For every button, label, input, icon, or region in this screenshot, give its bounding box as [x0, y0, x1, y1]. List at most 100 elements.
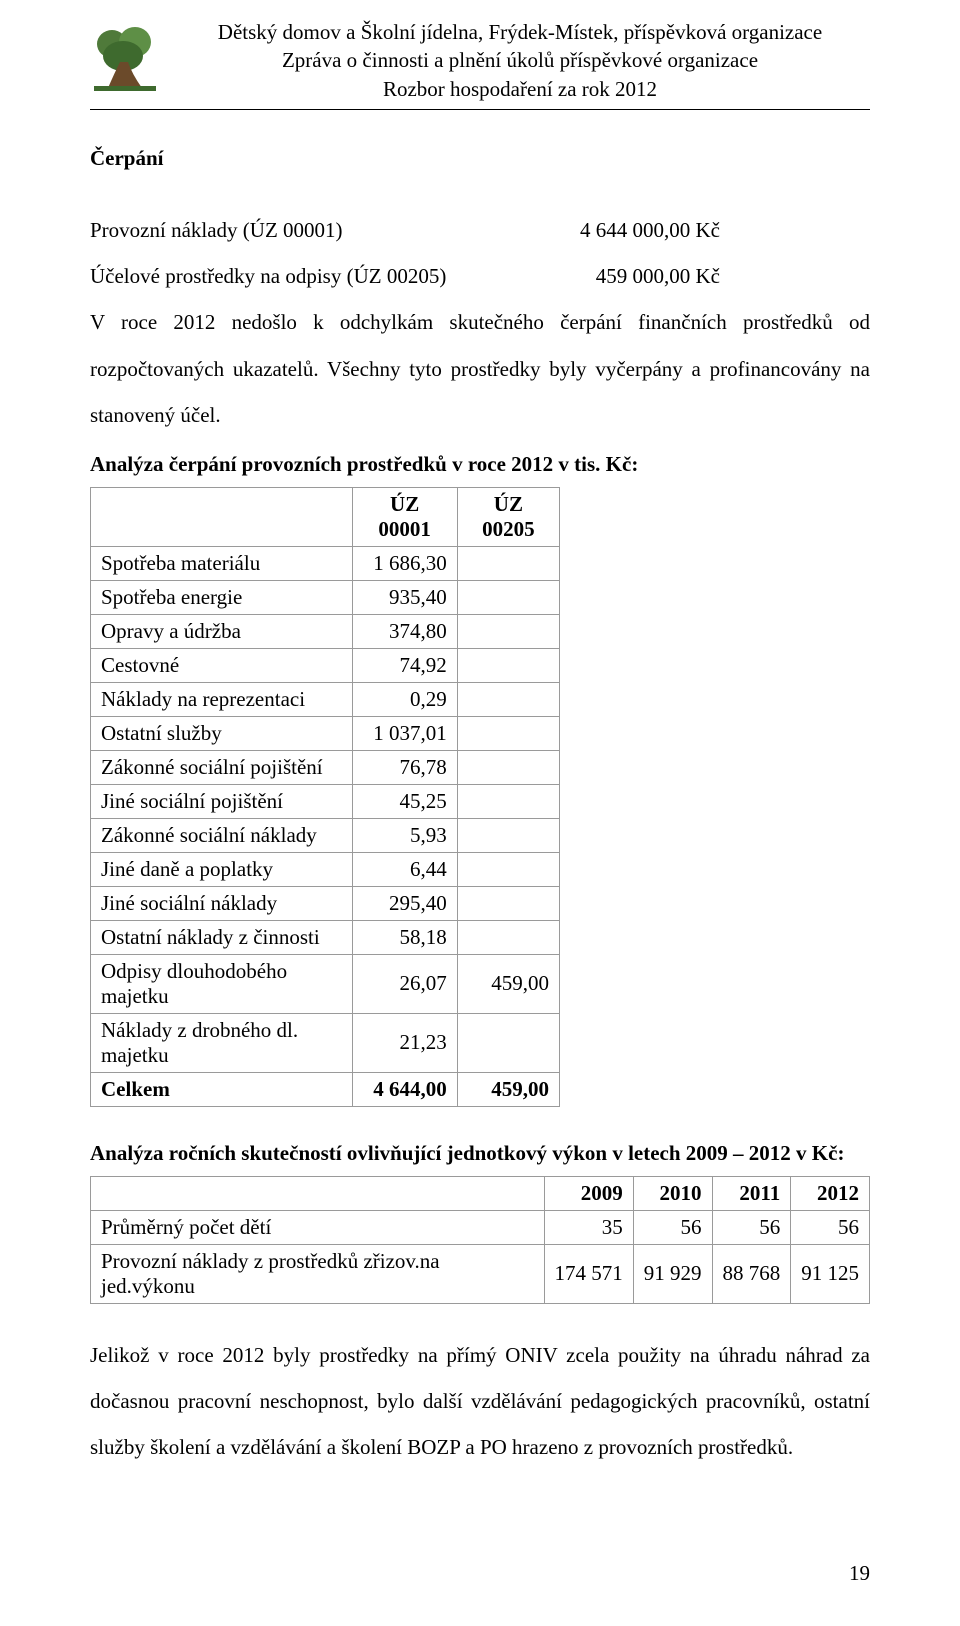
table-row: Zákonné sociální pojištění76,78	[91, 750, 560, 784]
cell-value: 295,40	[352, 886, 457, 920]
cell-label: Ostatní náklady z činnosti	[91, 920, 353, 954]
kv-label: Provozní náklady (ÚZ 00001)	[90, 207, 520, 253]
cell-value: 459,00	[457, 1072, 559, 1106]
cell-value	[457, 546, 559, 580]
cell-label: Průměrný počet dětí	[91, 1210, 545, 1244]
cell-label: Spotřeba materiálu	[91, 546, 353, 580]
cell-label: Jiné sociální náklady	[91, 886, 353, 920]
table-row: Jiné sociální náklady295,40	[91, 886, 560, 920]
cell-value: 74,92	[352, 648, 457, 682]
table-row: Náklady z drobného dl. majetku21,23	[91, 1013, 560, 1072]
cell-label: Cestovné	[91, 648, 353, 682]
cell-value	[457, 920, 559, 954]
col-header: 2010	[633, 1176, 712, 1210]
header-line-3: Rozbor hospodaření za rok 2012	[170, 75, 870, 103]
cell-label: Ostatní služby	[91, 716, 353, 750]
table-row: Jiné daně a poplatky6,44	[91, 852, 560, 886]
cell-label: Spotřeba energie	[91, 580, 353, 614]
kv-row-2: Účelové prostředky na odpisy (ÚZ 00205) …	[90, 253, 870, 299]
tree-icon	[90, 22, 160, 99]
section-title: Čerpání	[90, 146, 870, 171]
page: Dětský domov a Školní jídelna, Frýdek-Mí…	[0, 0, 960, 1626]
cell-value	[457, 682, 559, 716]
cell-value: 935,40	[352, 580, 457, 614]
cell-value: 0,29	[352, 682, 457, 716]
cell-label: Jiné sociální pojištění	[91, 784, 353, 818]
cell-value: 1 037,01	[352, 716, 457, 750]
table-row: Ostatní náklady z činnosti58,18	[91, 920, 560, 954]
col-header: ÚZ 00205	[457, 487, 559, 546]
page-number: 19	[90, 1561, 870, 1586]
cell-value: 459,00	[457, 954, 559, 1013]
kv-label: Účelové prostředky na odpisy (ÚZ 00205)	[90, 253, 520, 299]
cell-value: 174 571	[544, 1244, 633, 1303]
table-row: Provozní náklady z prostředků zřizov.na …	[91, 1244, 870, 1303]
cell-value: 91 125	[791, 1244, 870, 1303]
cell-value	[457, 852, 559, 886]
cell-value: 35	[544, 1210, 633, 1244]
cell-value	[457, 614, 559, 648]
kv-value: 459 000,00 Kč	[520, 253, 720, 299]
table-row: Průměrný počet dětí35565656	[91, 1210, 870, 1244]
cell-value	[457, 784, 559, 818]
cell-value: 76,78	[352, 750, 457, 784]
cell-value: 56	[712, 1210, 791, 1244]
cell-value: 58,18	[352, 920, 457, 954]
table-row: ÚZ 00001 ÚZ 00205	[91, 487, 560, 546]
header-text: Dětský domov a Školní jídelna, Frýdek-Mí…	[170, 18, 870, 103]
page-header: Dětský domov a Školní jídelna, Frýdek-Mí…	[90, 0, 870, 103]
cell-value: 91 929	[633, 1244, 712, 1303]
header-separator	[90, 109, 870, 110]
cell-label: Provozní náklady z prostředků zřizov.na …	[91, 1244, 545, 1303]
cell-value	[457, 886, 559, 920]
table-row: Jiné sociální pojištění45,25	[91, 784, 560, 818]
col-header: ÚZ 00001	[352, 487, 457, 546]
table-total-row: Celkem 4 644,00 459,00	[91, 1072, 560, 1106]
cell-value	[457, 1013, 559, 1072]
header-line-1: Dětský domov a Školní jídelna, Frýdek-Mí…	[170, 18, 870, 46]
cell-value: 374,80	[352, 614, 457, 648]
table-row: 2009 2010 2011 2012	[91, 1176, 870, 1210]
cell-label: Zákonné sociální pojištění	[91, 750, 353, 784]
cell-value	[457, 716, 559, 750]
kv-row-1: Provozní náklady (ÚZ 00001) 4 644 000,00…	[90, 207, 870, 253]
cell-value: 5,93	[352, 818, 457, 852]
cell-label: Opravy a údržba	[91, 614, 353, 648]
cell-label: Náklady na reprezentaci	[91, 682, 353, 716]
paragraph-2: Jelikož v roce 2012 byly prostředky na p…	[90, 1332, 870, 1471]
cell-value: 26,07	[352, 954, 457, 1013]
table1-heading: Analýza čerpání provozních prostředků v …	[90, 452, 870, 477]
cell-value: 4 644,00	[352, 1072, 457, 1106]
cell-label: Jiné daně a poplatky	[91, 852, 353, 886]
table-row: Spotřeba materiálu1 686,30	[91, 546, 560, 580]
cell-value	[457, 648, 559, 682]
cell-value: 21,23	[352, 1013, 457, 1072]
table-row: Náklady na reprezentaci0,29	[91, 682, 560, 716]
cell-label: Náklady z drobného dl. majetku	[91, 1013, 353, 1072]
col-header: 2012	[791, 1176, 870, 1210]
table-row: Spotřeba energie935,40	[91, 580, 560, 614]
cell-value: 6,44	[352, 852, 457, 886]
table-row: Opravy a údržba374,80	[91, 614, 560, 648]
cell-value: 1 686,30	[352, 546, 457, 580]
table-row: Odpisy dlouhodobého majetku26,07459,00	[91, 954, 560, 1013]
header-line-2: Zpráva o činnosti a plnění úkolů příspěv…	[170, 46, 870, 74]
col-header: 2011	[712, 1176, 791, 1210]
cell-value	[457, 818, 559, 852]
cell-value: 45,25	[352, 784, 457, 818]
paragraph-1: V roce 2012 nedošlo k odchylkám skutečné…	[90, 299, 870, 438]
table-row: Cestovné74,92	[91, 648, 560, 682]
cell-value: 56	[633, 1210, 712, 1244]
col-header: 2009	[544, 1176, 633, 1210]
cell-value: 88 768	[712, 1244, 791, 1303]
table2-heading: Analýza ročních skutečností ovlivňující …	[90, 1141, 870, 1166]
yearly-table: 2009 2010 2011 2012 Průměrný počet dětí3…	[90, 1176, 870, 1304]
cell-value	[457, 750, 559, 784]
cell-label: Celkem	[91, 1072, 353, 1106]
cell-value	[457, 580, 559, 614]
table-row: Zákonné sociální náklady5,93	[91, 818, 560, 852]
cell-value: 56	[791, 1210, 870, 1244]
kv-value: 4 644 000,00 Kč	[520, 207, 720, 253]
cell-label: Zákonné sociální náklady	[91, 818, 353, 852]
table-row: Ostatní služby1 037,01	[91, 716, 560, 750]
